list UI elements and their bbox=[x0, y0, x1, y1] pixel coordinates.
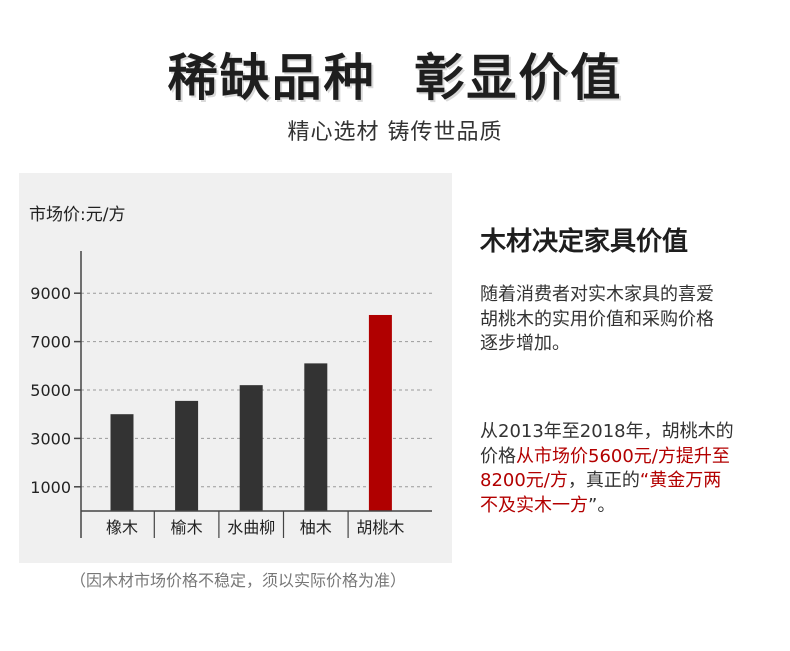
info-paragraph-2: 从2013年至2018年，胡桃木的 价格从市场价5600元/方提升至 8200元… bbox=[480, 420, 772, 518]
info-paragraph-2-line-3: 8200元/方，真正的“黄金万两 bbox=[480, 469, 772, 494]
x-tick-label: 胡桃木 bbox=[356, 518, 404, 537]
bar-2 bbox=[239, 385, 263, 511]
bar-4 bbox=[368, 314, 392, 511]
bar-3 bbox=[304, 363, 328, 511]
axis-layer bbox=[74, 251, 432, 538]
paragraph-2-highlight: 8200元/方 bbox=[480, 470, 568, 491]
y-tick-label: 7000 bbox=[30, 333, 71, 352]
info-paragraph-1-line: 随着消费者对实木家具的喜爱 bbox=[480, 284, 714, 305]
x-tick-label: 橡木 bbox=[106, 518, 138, 537]
info-heading: 木材决定家具价值 bbox=[480, 227, 689, 257]
paragraph-2-text: 价格 bbox=[480, 445, 516, 467]
bar-0 bbox=[110, 414, 134, 511]
paragraph-2-text: ，真正的 bbox=[567, 470, 640, 491]
paragraph-2-highlight: 从市场价5600元/方提升至 bbox=[516, 445, 730, 467]
page-title: 稀缺品种 彰显价值 bbox=[167, 49, 623, 107]
y-tick-label: 9000 bbox=[30, 284, 71, 303]
x-tick-label: 榆木 bbox=[171, 518, 203, 537]
y-tick-label: 5000 bbox=[30, 381, 71, 400]
info-paragraph-2-line-1: 从2013年至2018年，胡桃木的 bbox=[480, 420, 772, 445]
y-tick-label: 3000 bbox=[30, 429, 71, 448]
y-tick-label: 1000 bbox=[30, 478, 71, 497]
paragraph-2-highlight: 不及实木一方 bbox=[480, 494, 588, 516]
price-bar-chart: 市场价:元/方 1000 3000 5000 7000 9000 橡木 榆木 水曲柳 柚木 胡桃木 bbox=[29, 205, 432, 538]
chart-footnote: （因木材市场价格不稳定，须以实际价格为准） bbox=[69, 571, 406, 590]
info-paragraph-2-line-2: 价格从市场价5600元/方提升至 bbox=[480, 445, 772, 470]
x-tick-label: 柚木 bbox=[300, 518, 332, 537]
info-paragraph-1: 随着消费者对实木家具的喜爱 胡桃木的实用价值和采购价格 逐步增加。 bbox=[480, 283, 770, 357]
page-subtitle: 精心选材 铸传世品质 bbox=[287, 120, 503, 145]
paragraph-2-highlight: “黄金万两 bbox=[639, 470, 722, 491]
bar-layer bbox=[110, 314, 392, 511]
y-axis-label: 市场价:元/方 bbox=[29, 205, 125, 225]
paragraph-2-text: ”。 bbox=[588, 494, 616, 516]
bar-1 bbox=[175, 400, 199, 511]
info-paragraph-1-line: 逐步增加。 bbox=[480, 333, 570, 354]
info-paragraph-2-line-4: 不及实木一方”。 bbox=[480, 494, 772, 519]
label-layer: 1000 3000 5000 7000 9000 橡木 榆木 水曲柳 柚木 胡桃木 bbox=[30, 284, 404, 537]
info-paragraph-1-line: 胡桃木的实用价值和采购价格 bbox=[480, 308, 714, 330]
x-tick-label: 水曲柳 bbox=[227, 518, 275, 537]
chart-panel: 市场价:元/方 1000 3000 5000 7000 9000 橡木 榆木 水曲柳 柚木 胡桃木 bbox=[19, 173, 452, 563]
paragraph-2-text: 从2013年至2018年，胡桃木的 bbox=[480, 421, 734, 442]
